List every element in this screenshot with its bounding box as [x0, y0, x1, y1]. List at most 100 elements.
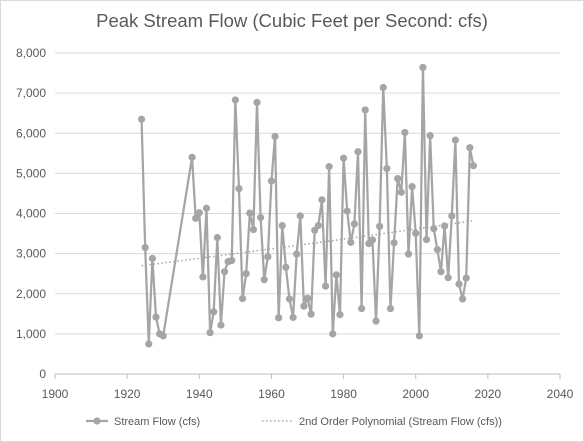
data-point: [267, 177, 276, 185]
data-point: [264, 253, 272, 261]
data-point: [412, 229, 420, 237]
series-layer: [137, 63, 478, 348]
data-point: [361, 106, 369, 114]
legend-item-stream-flow: Stream Flow (cfs): [86, 416, 200, 428]
data-point: [451, 136, 459, 144]
data-point: [231, 96, 239, 104]
gridlines: [55, 52, 560, 335]
data-point: [386, 304, 395, 313]
x-tick-label: 2020: [475, 387, 502, 401]
data-point: [318, 196, 326, 204]
data-point: [358, 304, 366, 313]
data-point: [228, 256, 236, 265]
data-point: [217, 321, 225, 329]
data-point: [278, 221, 286, 230]
data-point: [260, 276, 268, 284]
data-point: [401, 128, 409, 137]
data-point: [202, 204, 211, 212]
data-point: [289, 313, 297, 322]
data-point: [253, 98, 261, 106]
data-point: [350, 220, 358, 228]
data-point: [325, 162, 333, 171]
data-point: [238, 294, 247, 303]
data-point: [379, 83, 387, 92]
y-tick-label: 3,000: [16, 247, 46, 261]
data-point: [213, 233, 221, 242]
data-point: [426, 132, 434, 140]
data-point: [307, 310, 315, 318]
data-point: [394, 174, 402, 183]
data-point: [303, 294, 312, 302]
data-point: [448, 212, 456, 220]
data-point: [329, 330, 337, 338]
x-tick-label: 2040: [547, 387, 574, 401]
data-point: [397, 188, 405, 196]
y-tick-label: 2,000: [16, 287, 46, 301]
data-point: [440, 222, 449, 230]
data-point: [314, 221, 322, 230]
x-tick-label: 2000: [402, 387, 429, 401]
data-point: [271, 132, 279, 141]
data-point: [293, 250, 301, 258]
data-point: [462, 274, 470, 282]
y-tick-label: 1,000: [16, 327, 46, 341]
data-point: [275, 314, 283, 322]
y-tick-label: 0: [39, 367, 46, 381]
data-point: [343, 207, 351, 215]
legend-label-stream-flow: Stream Flow (cfs): [114, 416, 200, 428]
y-tick-label: 8,000: [16, 46, 46, 60]
y-tick-label: 5,000: [16, 166, 46, 180]
data-point: [152, 313, 160, 321]
data-point: [206, 329, 214, 337]
data-point: [195, 209, 203, 217]
data-point: [368, 236, 377, 244]
data-point: [404, 250, 413, 258]
data-point: [282, 263, 290, 271]
x-tick-label: 1980: [330, 387, 357, 401]
data-point: [220, 268, 229, 276]
data-point: [235, 185, 243, 193]
data-point: [137, 115, 146, 123]
data-point: [188, 153, 196, 161]
data-point: [332, 271, 340, 279]
legend-marker-stream-flow: [93, 417, 101, 425]
data-point: [199, 273, 207, 281]
data-point: [383, 164, 391, 173]
axes: 0 1,000 2,000 3,000 4,000 5,000 6,000 7,000 8,00…: [16, 46, 574, 401]
data-point: [419, 63, 427, 72]
x-tick-label: 1960: [258, 387, 285, 401]
data-point: [437, 268, 445, 276]
data-point: [354, 148, 362, 156]
data-point: [455, 280, 463, 288]
data-point: [296, 212, 304, 220]
chart-title: Peak Stream Flow (Cubic Feet per Second:…: [96, 10, 488, 31]
data-point: [466, 144, 474, 152]
data-point: [469, 162, 478, 170]
data-point: [339, 154, 348, 162]
data-point: [210, 308, 218, 316]
data-point: [415, 332, 423, 340]
data-point: [145, 340, 153, 348]
y-tick-label: 6,000: [16, 126, 46, 140]
y-tick-label: 4,000: [16, 207, 46, 221]
x-tick-label: 1900: [42, 387, 69, 401]
data-point: [141, 244, 149, 252]
legend-label-trendline: 2nd Order Polynomial (Stream Flow (cfs)): [299, 416, 502, 428]
data-point: [372, 317, 380, 325]
data-point: [433, 246, 441, 254]
data-point: [422, 235, 431, 244]
data-point: [249, 225, 257, 234]
data-point: [300, 302, 308, 310]
data-point: [347, 238, 355, 246]
data-point: [336, 311, 344, 319]
y-tick-label: 7,000: [16, 86, 46, 100]
x-tick-label: 1920: [114, 387, 141, 401]
data-point: [192, 214, 200, 222]
data-point: [459, 295, 467, 303]
data-point: [444, 274, 452, 282]
data-point: [430, 225, 438, 233]
legend: Stream Flow (cfs) 2nd Order Polynomial (…: [86, 416, 502, 428]
data-point: [246, 209, 254, 217]
